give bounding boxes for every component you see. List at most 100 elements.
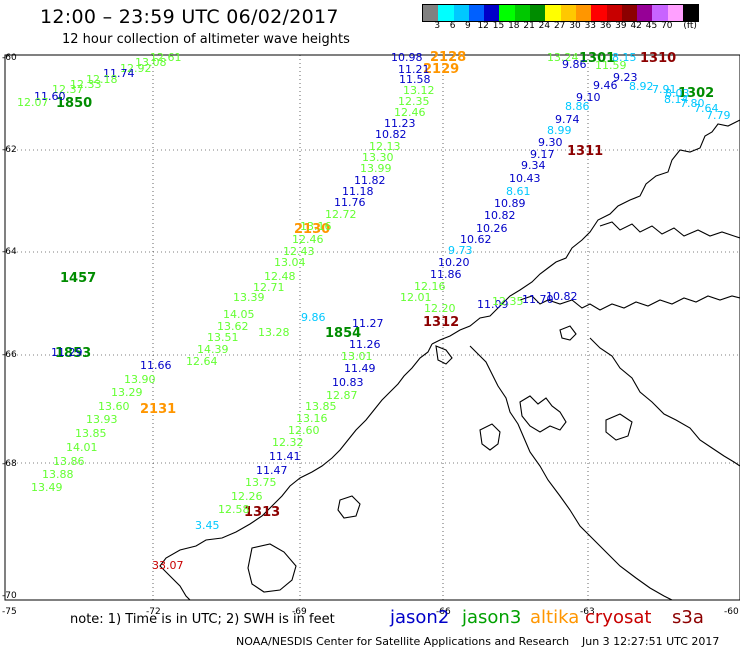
page-subtitle: 12 hour collection of altimeter wave hei…: [62, 32, 350, 47]
lat-tick-label: -64: [2, 247, 17, 257]
pass-time-label: 1850: [56, 96, 92, 111]
wave-height-label: 3.45: [195, 519, 220, 532]
wave-height-label: 14.05: [223, 308, 255, 321]
wave-height-label: 9.86: [301, 311, 326, 324]
lon-tick-label: -60: [724, 607, 739, 617]
wave-height-label: 11.27: [352, 317, 384, 330]
color-legend-label: 12: [477, 21, 489, 31]
wave-height-label: 12.01: [400, 291, 432, 304]
wave-height-label: 13.28: [258, 326, 290, 339]
satellite-legend-jason3: jason3: [462, 607, 522, 628]
pass-time-label: 1310: [640, 51, 676, 66]
color-legend-label: 42: [630, 21, 642, 31]
color-legend-swatch: [438, 5, 454, 21]
wave-height-label: 12.64: [186, 355, 218, 368]
wave-height-label: 9.17: [530, 148, 555, 161]
wave-height-label: 10.26: [476, 222, 508, 235]
color-legend-swatch: [514, 5, 531, 21]
wave-height-label: 12.92: [120, 62, 152, 75]
map-frame: [4, 54, 740, 601]
wave-height-label: 12.87: [326, 389, 358, 402]
wave-height-label: 13.93: [86, 413, 118, 426]
wave-height-label: 9.10: [576, 91, 601, 104]
wave-height-label: 13.85: [75, 427, 107, 440]
color-legend-swatch: [606, 5, 622, 21]
wave-height-label: 12.35: [398, 95, 430, 108]
color-legend-label: 30: [569, 21, 581, 31]
color-legend-label: 21: [523, 21, 535, 31]
pass-time-label: 1302: [678, 86, 714, 101]
wave-height-label: 13.24: [547, 51, 579, 64]
wave-height-label: 8.14: [664, 93, 689, 106]
wave-height-label: 12.71: [253, 281, 285, 294]
wave-height-label: 10.43: [509, 172, 541, 185]
wave-height-label: 10.89: [494, 197, 526, 210]
wave-height-label: 12.35: [492, 295, 524, 308]
wave-height-label: 9.46: [593, 79, 618, 92]
color-legend-swatch: [468, 5, 485, 21]
wave-height-label: 13.49: [31, 481, 63, 494]
satellite-legend-cryosat: cryosat: [585, 607, 652, 628]
wave-height-label: 8.92: [629, 80, 654, 93]
wave-height-label: 14.39: [197, 343, 229, 356]
graticule: [5, 55, 740, 600]
wave-height-label: 11.23: [384, 117, 416, 130]
satellite-legend-altika: altika: [530, 607, 580, 628]
color-legend-labels: 3 6 9 12 15 18 21 24 27 30 33 36 39 42 45 70 (ft): [422, 21, 740, 33]
color-legend-label: 70: [661, 21, 673, 31]
wave-height-label: 12.13: [369, 140, 401, 153]
wave-height-label: 13.60: [98, 400, 130, 413]
wave-height-label: 7.80: [680, 97, 705, 110]
color-legend-swatch: [530, 5, 546, 21]
wave-height-label: 10.62: [460, 233, 492, 246]
page-title: 12:00 – 23:59 UTC 06/02/2017: [40, 6, 339, 28]
wave-height-label: 9.73: [448, 244, 473, 257]
wave-height-label: 11.70: [522, 293, 554, 306]
timestamp: Jun 3 12:27:51 UTC 2017: [582, 635, 720, 648]
pass-time-label: 2130: [294, 222, 330, 237]
wave-height-label: 11.41: [269, 450, 301, 463]
color-legend-swatch: [484, 5, 500, 21]
wave-height-label: 13.12: [403, 84, 435, 97]
lat-tick-label: -70: [2, 591, 17, 601]
wave-height-label: 3.77: [0, 0, 25, 3]
wave-height-label: 12.43: [283, 245, 315, 258]
color-legend-label: 18: [508, 21, 520, 31]
wave-height-label: 10.82: [375, 128, 407, 141]
wave-height-label: 10.20: [438, 256, 470, 269]
wave-height-label: 13.29: [111, 386, 143, 399]
lon-tick-label: -75: [2, 607, 17, 617]
pass-time-label: 1301: [579, 51, 615, 66]
wave-height-label: 12.18: [86, 73, 118, 86]
wave-height-label: 11.26: [349, 338, 381, 351]
wave-height-label: 10.82: [546, 290, 578, 303]
wave-height-label: 11.58: [399, 73, 431, 86]
color-legend-swatch: [621, 5, 638, 21]
color-legend-swatch: [591, 5, 607, 21]
color-legend-label: 6: [449, 21, 456, 31]
wave-height-label: 13.08: [135, 56, 167, 69]
color-legend-label: 27: [553, 21, 566, 31]
color-legend-label: 24: [538, 21, 551, 31]
color-legend-label: 36: [599, 21, 612, 31]
lat-tick-label: -60: [2, 53, 17, 63]
wave-height-label: 13.04: [274, 256, 306, 269]
wave-height-label: 13.99: [360, 162, 392, 175]
wave-height-label: 12.07: [17, 96, 49, 109]
wave-height-label: 9.23: [613, 71, 638, 84]
color-legend-swatch: [637, 5, 653, 21]
color-legend-swatch: [545, 5, 561, 21]
wave-height-label: 13.51: [207, 331, 239, 344]
lon-tick-label: -63: [580, 607, 595, 617]
wave-height-label: 11.59: [595, 59, 627, 72]
color-legend-label: 15: [492, 21, 505, 31]
color-legend-label: 45: [645, 21, 658, 31]
wave-height-label: 8.15: [612, 51, 637, 64]
wave-height-label: 7.64: [694, 102, 719, 115]
wave-height-label: 10.82: [484, 209, 516, 222]
color-legend-label: 3: [434, 21, 441, 31]
color-legend-label: 9: [465, 21, 471, 31]
lon-tick-label: -66: [436, 607, 451, 617]
color-legend-swatch: [575, 5, 592, 21]
wave-height-label: 11.18: [342, 185, 374, 198]
